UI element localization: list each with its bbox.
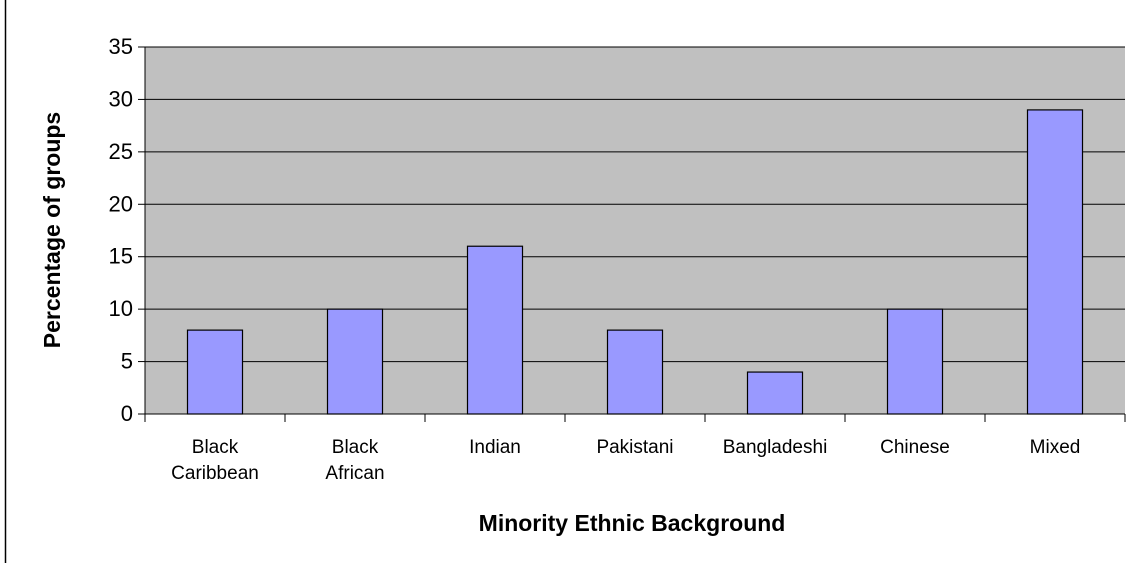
bar-1	[328, 309, 383, 414]
x-category-label: Indian	[469, 437, 521, 458]
bar-3	[608, 330, 663, 414]
x-axis-title: Minority Ethnic Background	[479, 510, 786, 536]
x-category-label: Pakistani	[596, 437, 673, 458]
bar-5	[888, 309, 943, 414]
y-tick-label: 15	[109, 244, 133, 269]
x-category-label: Caribbean	[171, 463, 259, 484]
x-category-label: Chinese	[880, 437, 950, 458]
y-tick-label: 30	[109, 86, 133, 111]
y-tick-label: 35	[109, 34, 133, 59]
x-category-label: Black	[192, 437, 239, 458]
x-category-label: African	[325, 463, 384, 484]
bar-6	[1028, 110, 1083, 414]
x-category-label: Bangladeshi	[723, 437, 828, 458]
y-axis-title: Percentage of groups	[39, 112, 65, 348]
x-category-label: Mixed	[1030, 437, 1081, 458]
bar-4	[748, 372, 803, 414]
y-tick-label: 25	[109, 139, 133, 164]
y-tick-label: 10	[109, 296, 133, 321]
y-tick-label: 0	[121, 401, 133, 426]
bar-0	[188, 330, 243, 414]
x-category-label: Black	[332, 437, 379, 458]
y-tick-label: 5	[121, 349, 133, 374]
y-tick-label: 20	[109, 191, 133, 216]
bar-2	[468, 246, 523, 414]
